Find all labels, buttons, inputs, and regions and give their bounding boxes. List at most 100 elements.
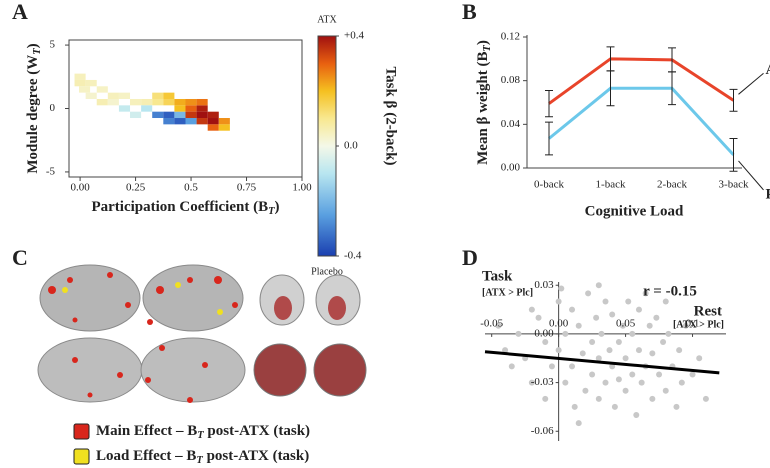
colorbar-bottom-label: Placebo [311,266,343,277]
heatmap-cell [141,98,153,106]
y-tick-label: 0 [50,102,56,114]
scatter-point [660,339,667,346]
scatter-point [595,355,602,362]
x-axis-label: Participation Coefficient (BT) [91,199,279,217]
y-tick-label: 5 [50,39,56,51]
heatmap-cell [107,98,119,106]
heatmap-cell [163,98,175,106]
text-part: Module degree (W [25,55,41,174]
scatter-point [569,363,576,370]
scatter-point [615,339,622,346]
text-part: ) [475,40,491,45]
error-bar [729,138,738,172]
scatter-point [642,290,649,297]
y-tick-label: -5 [46,165,56,177]
text-part: T [32,48,43,55]
heatmap-cell [130,98,142,106]
heatmap-cell [196,118,208,125]
scatter-point [678,379,685,386]
heatmap-cell [163,111,175,119]
scatter-point [682,322,689,329]
panel-label: B [462,0,477,24]
scatter-point [589,339,596,346]
heatmap-cell [196,105,208,112]
scatter-point [622,355,629,362]
y-axis-label: Task [482,268,513,284]
text-part: T [482,45,493,52]
scatter-point [548,363,555,370]
series-line [548,86,735,156]
heatmap-cell [141,105,153,112]
heatmap-cell [218,124,230,131]
scatter-point [555,298,562,305]
correlation-label: r = -0.15 [643,283,697,299]
scatter-point [508,363,515,370]
scatter-point [653,314,660,321]
heatmap-cell [174,105,186,112]
x-tick-label: 0.00 [549,317,569,329]
heatmap-cell [196,98,208,106]
scatter-point [629,371,636,378]
heatmap-cell [107,92,119,99]
colorbar-tick-label: +0.4 [344,30,364,42]
scatter-point [575,420,582,427]
scatter-point [571,403,578,410]
x-tick-label: 0.00 [70,182,90,194]
text-part: Participation Coefficient (B [91,199,268,215]
series-line [548,57,735,105]
heatmap-cell [185,98,197,106]
y-axis-label: Mean β weight (BT) [475,40,493,165]
scatter-point [635,347,642,354]
fit-line [484,350,720,375]
scatter-point [582,387,589,394]
heatmap-cell [96,86,108,93]
y-tick-label: -0.03 [531,376,554,388]
heatmap-cell [207,111,219,119]
scatter-point [515,330,522,337]
annotation-arrow [738,160,764,191]
colorbar-top-label: ATX [317,14,337,25]
colorbar-tick-label: -0.4 [344,250,362,262]
scatter-point [595,395,602,402]
scatter-point [569,306,576,313]
y-tick-label: 0.04 [501,118,521,130]
heatmap-cell [207,118,219,125]
error-bar [668,71,676,106]
text-part: ) [25,43,41,48]
panel-label: C [12,245,28,270]
heatmap-cell [152,111,164,119]
scatter-point [646,322,653,329]
panel-label: A [12,0,28,24]
scatter-point [662,387,669,394]
heatmap-cell [163,92,175,99]
colorbar-label: Task β (2-back) [383,66,399,165]
heatmap-cell [196,111,208,119]
colorbar [317,35,337,257]
legend-label: Load Effect – BT post-ATX (task) [96,448,309,466]
scatter-point [696,355,703,362]
scatter-point [622,387,629,394]
scatter-point [555,347,562,354]
scatter-point [665,330,672,337]
text-part: Main Effect – B [96,423,197,439]
heatmap-cell [218,118,230,125]
scatter-point [676,347,683,354]
scatter-point [662,298,669,305]
heatmap-cell [130,111,142,119]
heatmap-cell [118,92,131,99]
error-bar [545,121,553,156]
scatter-point [609,311,616,318]
scatter-point [638,379,645,386]
text-part: ) [275,199,280,215]
heatmap-cell [78,86,91,93]
legend-swatch [73,448,90,465]
y-tick-label: 0.03 [534,279,554,291]
scatter-point [619,322,626,329]
scatter-point [502,347,509,354]
scatter-point [528,306,535,313]
heatmap-cell [174,118,186,125]
panel-label: D [462,245,478,270]
heatmap-cell [96,98,108,106]
heatmap-cell [85,79,97,87]
scatter-point [656,371,663,378]
